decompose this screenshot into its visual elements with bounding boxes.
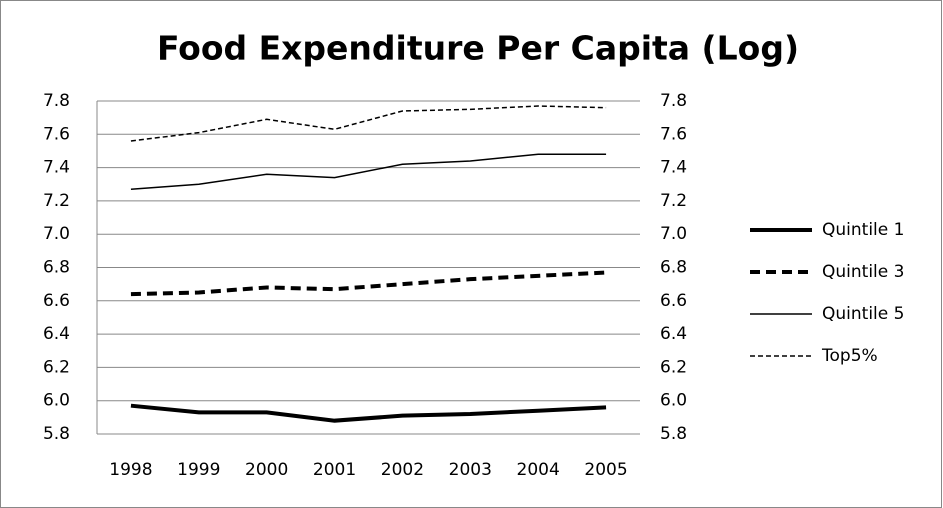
x-tick-label: 2004	[517, 460, 560, 480]
x-tick-label: 2005	[584, 460, 627, 480]
y-tick-label: 6.6	[43, 291, 70, 311]
y-tick-label: 6.2	[43, 357, 70, 377]
y-tick-label: 7.6	[43, 124, 70, 144]
y2-tick-label: 6.4	[660, 324, 687, 344]
y-tick-label: 5.8	[43, 424, 70, 444]
y-tick-label: 6.8	[43, 258, 70, 278]
y-tick-label: 7.0	[43, 224, 70, 244]
legend-label: Top5%	[821, 346, 878, 366]
y-tick-label: 6.0	[43, 391, 70, 411]
y2-tick-label: 7.0	[660, 224, 687, 244]
x-tick-label: 1998	[109, 460, 152, 480]
y2-tick-label: 6.2	[660, 357, 687, 377]
x-tick-label: 2002	[381, 460, 424, 480]
legend-label: Quintile 1	[822, 220, 904, 240]
series-line	[130, 403, 607, 423]
y-tick-label: 6.4	[43, 324, 70, 344]
y2-tick-label: 6.0	[660, 391, 687, 411]
y2-tick-label: 5.8	[660, 424, 687, 444]
legend-label: Quintile 5	[822, 304, 904, 324]
y2-tick-label: 7.4	[660, 158, 687, 178]
y-tick-label: 7.8	[43, 91, 70, 111]
y2-tick-label: 7.8	[660, 91, 687, 111]
series-line	[130, 153, 607, 190]
y2-tick-label: 7.6	[660, 124, 687, 144]
y2-tick-label: 6.8	[660, 258, 687, 278]
y2-tick-label: 7.2	[660, 191, 687, 211]
y-tick-label: 7.2	[43, 191, 70, 211]
x-tick-label: 2000	[245, 460, 288, 480]
y-tick-label: 7.4	[43, 158, 70, 178]
y2-tick-label: 6.6	[660, 291, 687, 311]
x-tick-label: 2001	[313, 460, 356, 480]
chart-title: Food Expenditure Per Capita (Log)	[157, 29, 799, 68]
x-tick-label: 1999	[177, 460, 220, 480]
series-line	[130, 105, 607, 142]
x-tick-label: 2003	[449, 460, 492, 480]
legend-label: Quintile 3	[822, 262, 904, 282]
